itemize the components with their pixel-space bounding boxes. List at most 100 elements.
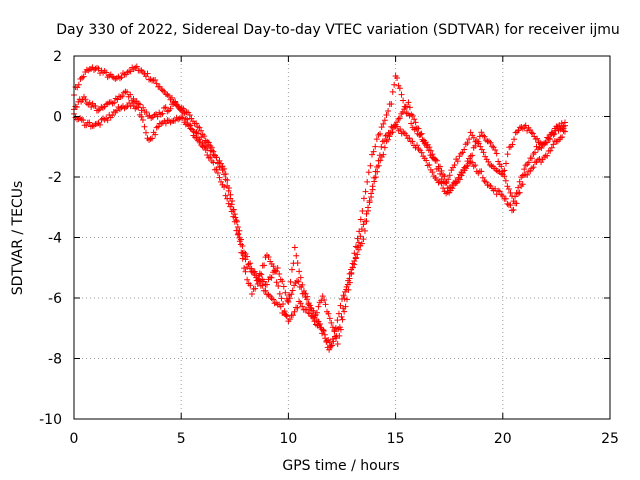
data-point — [391, 81, 398, 88]
data-point — [542, 139, 549, 146]
x-tick-label: 25 — [601, 431, 619, 447]
data-point — [440, 171, 447, 178]
data-point — [103, 69, 110, 76]
data-point — [234, 224, 241, 231]
data-point — [362, 188, 369, 195]
data-point — [133, 63, 140, 70]
data-point — [370, 148, 377, 155]
data-point — [92, 103, 99, 110]
data-point — [214, 160, 221, 167]
data-point — [245, 261, 252, 268]
data-point — [527, 167, 534, 174]
data-point — [531, 149, 538, 156]
data-point — [516, 124, 523, 131]
data-point — [237, 241, 244, 248]
data-point — [456, 176, 463, 183]
data-point — [426, 144, 433, 151]
data-point — [321, 297, 328, 304]
data-point — [461, 146, 468, 153]
data-point — [247, 265, 254, 272]
data-point — [109, 112, 116, 119]
data-point — [234, 231, 241, 238]
data-point — [301, 290, 308, 297]
data-point — [480, 149, 487, 156]
data-point — [273, 279, 280, 286]
data-point — [357, 233, 364, 240]
data-point — [130, 95, 137, 102]
data-point — [294, 260, 301, 267]
data-point — [437, 170, 444, 177]
data-point — [438, 167, 445, 174]
data-point — [80, 73, 87, 80]
data-point — [530, 164, 537, 171]
data-point — [141, 123, 148, 130]
x-tick-label: 0 — [70, 431, 79, 447]
data-point — [333, 334, 340, 341]
data-point — [180, 105, 187, 112]
data-point — [365, 169, 372, 176]
data-point — [380, 151, 387, 158]
data-point — [519, 181, 526, 188]
data-point — [155, 123, 162, 130]
data-point — [297, 274, 304, 281]
data-point — [396, 85, 403, 92]
data-point — [418, 149, 425, 156]
data-point — [528, 129, 535, 136]
data-point — [259, 282, 266, 289]
data-point — [242, 268, 249, 275]
data-point — [288, 266, 295, 273]
data-point — [492, 146, 499, 153]
data-point — [152, 77, 159, 84]
data-point — [325, 310, 332, 317]
data-point — [152, 131, 159, 138]
data-point — [196, 124, 203, 131]
data-point — [485, 158, 492, 165]
data-point — [423, 157, 430, 164]
data-point — [366, 199, 373, 206]
data-point — [219, 167, 226, 174]
data-point — [225, 187, 232, 194]
data-point — [352, 254, 359, 261]
chart-title: Day 330 of 2022, Sidereal Day-to-day VTE… — [56, 22, 620, 38]
data-point — [534, 135, 541, 142]
data-point — [221, 171, 228, 178]
data-point — [482, 137, 489, 144]
data-point — [358, 240, 365, 247]
data-point — [504, 151, 511, 158]
data-point — [111, 99, 118, 106]
data-point — [479, 132, 486, 139]
data-point — [123, 104, 130, 111]
data-point — [338, 313, 345, 320]
data-point — [409, 112, 416, 119]
data-point — [345, 277, 352, 284]
data-point — [233, 217, 240, 224]
data-point — [399, 109, 406, 116]
data-point — [441, 173, 448, 180]
data-point — [396, 115, 403, 122]
data-point — [504, 200, 511, 207]
data-point — [278, 295, 285, 302]
data-point — [365, 204, 372, 211]
data-point — [372, 174, 379, 181]
data-point — [411, 116, 418, 123]
data-point — [454, 158, 461, 165]
data-points — [71, 63, 568, 353]
data-point — [311, 318, 318, 325]
data-point — [498, 191, 505, 198]
data-point — [427, 147, 434, 154]
data-point — [545, 135, 552, 142]
data-point — [326, 346, 333, 353]
data-point — [138, 113, 145, 120]
data-point — [268, 274, 275, 281]
data-point — [313, 309, 320, 316]
data-point — [385, 107, 392, 114]
data-point — [550, 131, 557, 138]
data-point — [408, 120, 415, 127]
data-point — [296, 268, 303, 275]
data-point — [406, 104, 413, 111]
data-point — [95, 107, 102, 114]
data-point — [536, 144, 543, 151]
data-point — [80, 117, 87, 124]
data-point — [354, 251, 361, 258]
data-point — [377, 157, 384, 164]
